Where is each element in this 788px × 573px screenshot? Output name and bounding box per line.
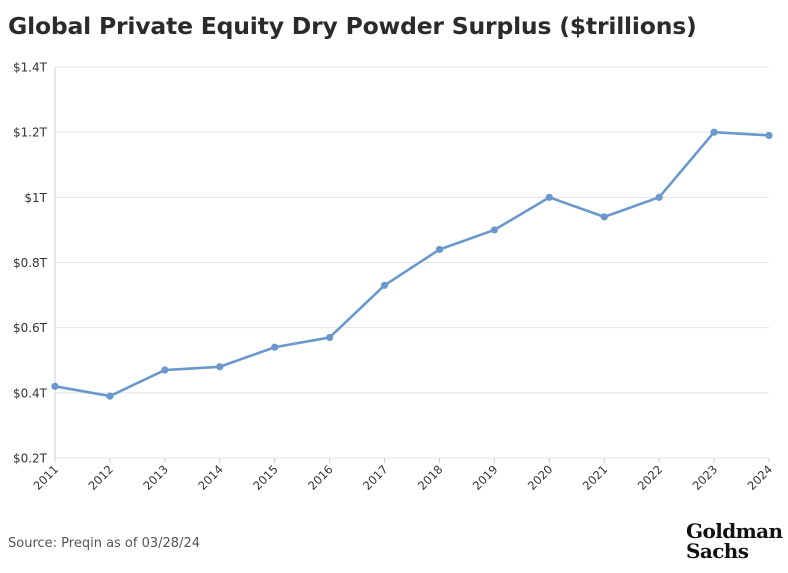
series [51,128,773,400]
gridlines [55,66,769,459]
x-tick-label: 2024 [745,462,776,493]
x-tick-label: 2020 [525,462,556,493]
y-tick-label: $0.8T [13,256,48,270]
data-point [326,333,334,342]
y-tick-label: $0.2T [13,452,48,466]
data-point [51,382,59,390]
x-tick-label: 2019 [470,462,501,493]
source-note: Source: Preqin as of 03/28/24 [8,536,200,551]
x-tick-label: 2016 [305,462,336,493]
x-tick-label: 2021 [580,462,611,493]
y-tick-label: $0.4T [13,386,48,400]
data-point [545,193,553,201]
data-point [490,226,498,234]
data-point [216,363,224,371]
x-tick-label: 2015 [250,462,281,493]
logo-line-1: Goldman [686,519,783,543]
x-tick-label: 2012 [85,462,116,493]
x-tick-label: 2014 [195,462,226,493]
data-point [380,281,389,289]
y-tick-label: $0.6T [13,321,48,335]
x-tick-label: 2023 [690,462,721,493]
data-point [435,245,444,254]
data-point [710,128,718,136]
chart-title: Global Private Equity Dry Powder Surplus… [8,12,697,40]
x-axis: 2011 2012 2013 2014 2015 2016 2017 2018 2019 2020… [31,458,776,493]
x-tick-label: 2018 [415,462,446,493]
data-point [161,366,169,374]
goldman-sachs-logo: Goldman Sachs [686,519,783,563]
x-tick-label: 2022 [635,462,666,493]
data-point [271,343,279,351]
logo-line-2: Sachs [686,539,749,563]
x-tick-label: 2011 [31,462,62,493]
x-tick-label: 2013 [140,462,171,493]
data-point [655,193,663,201]
y-axis: $1.4T $1.2T $1T $0.8T $0.6T $0.4T $0.2T [13,61,56,466]
data-point [765,131,773,140]
data-point [106,392,114,400]
y-tick-label: $1T [24,191,47,205]
series-line [53,130,771,398]
x-tick-label: 2017 [360,462,391,493]
y-tick-label: $1.2T [13,126,48,140]
y-tick-label: $1.4T [13,61,48,75]
data-point [600,213,608,221]
